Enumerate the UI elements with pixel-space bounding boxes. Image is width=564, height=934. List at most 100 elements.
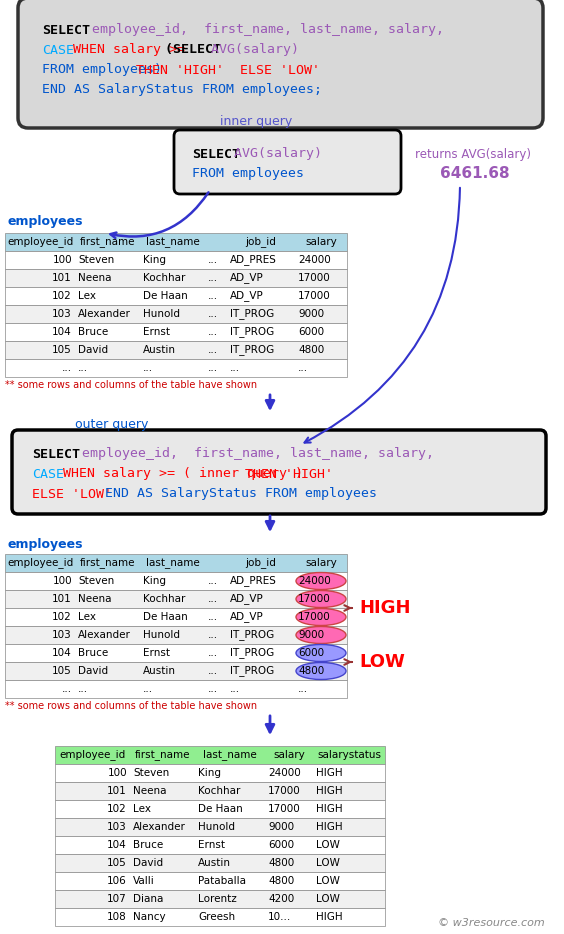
Text: Diana: Diana: [133, 894, 164, 904]
Text: Neena: Neena: [133, 786, 166, 796]
Text: ** some rows and columns of the table have shown: ** some rows and columns of the table ha…: [5, 701, 257, 711]
Text: LOW: LOW: [316, 858, 340, 868]
Text: Steven: Steven: [133, 768, 169, 778]
Text: Pataballa: Pataballa: [198, 876, 246, 886]
Text: IT_PROG: IT_PROG: [230, 308, 274, 319]
Text: salary: salary: [305, 558, 337, 568]
Text: David: David: [78, 345, 108, 355]
Bar: [5, 323, 347, 341]
Text: AD_VP: AD_VP: [230, 612, 264, 622]
Text: 9000: 9000: [268, 822, 294, 832]
Text: Kochhar: Kochhar: [143, 594, 186, 604]
Bar: [5, 662, 347, 680]
Text: Austin: Austin: [143, 345, 176, 355]
Text: 105: 105: [52, 666, 72, 676]
Bar: [5, 251, 347, 269]
Bar: [5, 287, 347, 305]
Text: Bruce: Bruce: [78, 648, 108, 658]
Text: WHEN salary >=: WHEN salary >=: [65, 44, 193, 56]
Text: HIGH: HIGH: [316, 804, 342, 814]
Bar: [55, 872, 385, 890]
Text: Ernst: Ernst: [143, 648, 170, 658]
Text: Bruce: Bruce: [133, 840, 163, 850]
Text: Greesh: Greesh: [198, 912, 235, 922]
Text: Lorentz: Lorentz: [198, 894, 237, 904]
Text: Kochhar: Kochhar: [198, 786, 240, 796]
Text: King: King: [143, 255, 166, 265]
Text: employee_id: employee_id: [59, 750, 126, 760]
Text: 4800: 4800: [268, 876, 294, 886]
Text: ...: ...: [208, 648, 218, 658]
Text: 100: 100: [52, 576, 72, 586]
Bar: [55, 890, 385, 908]
Text: 17000: 17000: [268, 786, 301, 796]
Text: ...: ...: [208, 327, 218, 337]
Text: HIGH: HIGH: [316, 822, 342, 832]
Text: 106: 106: [107, 876, 127, 886]
Bar: [5, 341, 347, 359]
Text: AVG(salary): AVG(salary): [227, 148, 323, 161]
Text: Neena: Neena: [78, 273, 112, 283]
Text: outer query: outer query: [75, 418, 148, 431]
Text: IT_PROG: IT_PROG: [230, 345, 274, 356]
Text: 4200: 4200: [268, 894, 294, 904]
Text: ...: ...: [208, 273, 218, 283]
Text: ELSE 'LOW': ELSE 'LOW': [32, 488, 112, 501]
Bar: [5, 590, 347, 608]
Text: 105: 105: [52, 345, 72, 355]
Ellipse shape: [296, 573, 346, 589]
Text: Kochhar: Kochhar: [143, 273, 186, 283]
Text: job_id: job_id: [245, 236, 276, 248]
Text: 6000: 6000: [268, 840, 294, 850]
Ellipse shape: [296, 590, 346, 607]
Text: THEN 'HIGH'  ELSE 'LOW': THEN 'HIGH' ELSE 'LOW': [128, 64, 320, 77]
Text: © w3resource.com: © w3resource.com: [438, 918, 545, 928]
Text: ...: ...: [78, 684, 88, 694]
Text: 24000: 24000: [268, 768, 301, 778]
Text: IT_PROG: IT_PROG: [230, 327, 274, 337]
Text: 101: 101: [52, 594, 72, 604]
Text: 102: 102: [107, 804, 127, 814]
Text: LOW: LOW: [316, 894, 340, 904]
Text: 105: 105: [107, 858, 127, 868]
Text: ...: ...: [208, 594, 218, 604]
Text: END AS SalaryStatus FROM employees;: END AS SalaryStatus FROM employees;: [42, 83, 322, 96]
Text: WHEN salary >= ( inner query ): WHEN salary >= ( inner query ): [55, 468, 319, 480]
Text: ...: ...: [208, 684, 218, 694]
Text: Steven: Steven: [78, 255, 114, 265]
Text: AD_VP: AD_VP: [230, 273, 264, 283]
Text: 4800: 4800: [298, 666, 324, 676]
Ellipse shape: [296, 644, 346, 661]
Text: FROM employees): FROM employees): [42, 64, 162, 77]
Text: Alexander: Alexander: [78, 630, 131, 640]
Text: employees: employees: [8, 215, 83, 228]
Bar: [55, 854, 385, 872]
Text: 107: 107: [107, 894, 127, 904]
Text: salary: salary: [305, 237, 337, 247]
Bar: [55, 908, 385, 926]
Bar: [5, 554, 347, 572]
Text: Lex: Lex: [78, 612, 96, 622]
Text: first_name: first_name: [80, 558, 135, 569]
Text: employee_id: employee_id: [7, 236, 73, 248]
Text: employee_id,  first_name, last_name, salary,: employee_id, first_name, last_name, sala…: [67, 447, 434, 460]
Text: (SELECT: (SELECT: [157, 44, 221, 56]
Text: returns AVG(salary): returns AVG(salary): [415, 148, 531, 161]
Text: ...: ...: [208, 345, 218, 355]
Bar: [5, 644, 347, 662]
Text: last_name: last_name: [146, 236, 200, 248]
Text: 24000: 24000: [298, 576, 331, 586]
Text: ...: ...: [208, 363, 218, 373]
Bar: [5, 680, 347, 698]
Text: 102: 102: [52, 612, 72, 622]
Text: ...: ...: [143, 684, 153, 694]
Text: employee_id,  first_name, last_name, salary,: employee_id, first_name, last_name, sala…: [77, 23, 444, 36]
Text: IT_PROG: IT_PROG: [230, 630, 274, 641]
Text: SELECT: SELECT: [192, 148, 240, 161]
Text: Alexander: Alexander: [78, 309, 131, 319]
Text: Hunold: Hunold: [143, 309, 180, 319]
Text: employees: employees: [8, 538, 83, 551]
Text: Lex: Lex: [133, 804, 151, 814]
Text: David: David: [78, 666, 108, 676]
Text: Austin: Austin: [198, 858, 231, 868]
